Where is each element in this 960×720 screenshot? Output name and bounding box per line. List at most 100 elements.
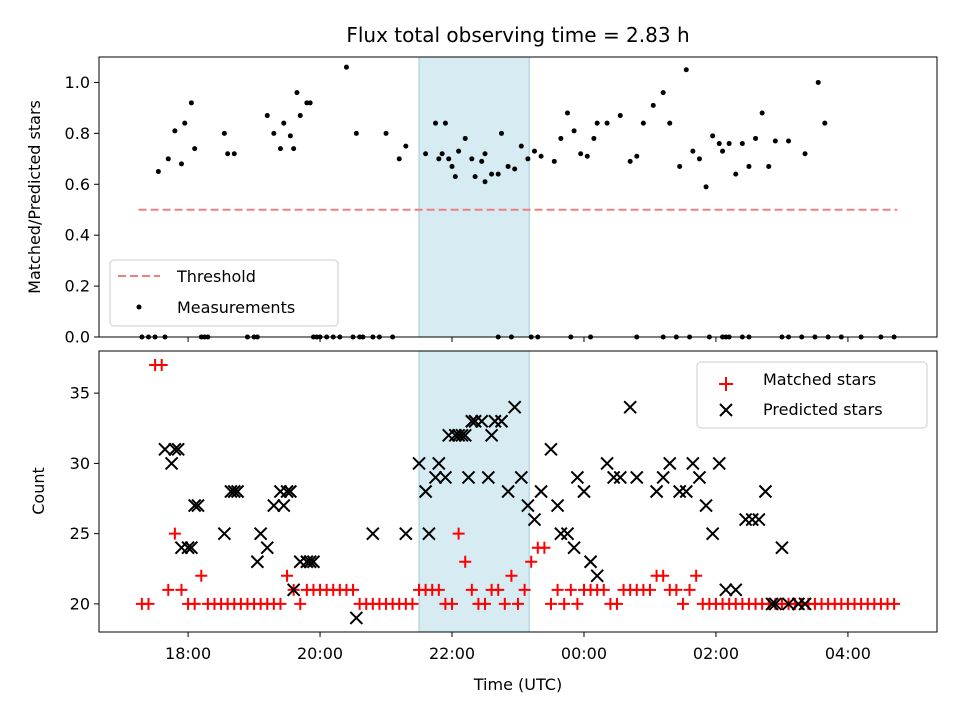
x-tick-label: 00:00 (561, 644, 607, 663)
measurement-point (531, 148, 537, 154)
measurement-point (538, 153, 544, 159)
y-tick-label: 0.0 (65, 328, 90, 347)
legend-measurements-label: Measurements (177, 298, 295, 317)
predicted-star-point (458, 428, 472, 443)
predicted-star-point (613, 470, 627, 485)
measurement-point (564, 110, 570, 116)
shaded-interval (418, 56, 530, 338)
matched-star-point (610, 597, 623, 610)
predicted-star-point (527, 512, 542, 527)
measurement-point (449, 163, 455, 169)
measurement-point (343, 64, 349, 70)
predicted-star-point (428, 470, 443, 485)
measurement-point (505, 163, 511, 169)
matched-star-point (406, 597, 419, 610)
matched-star-point (525, 555, 538, 568)
measurement-point (499, 130, 505, 136)
measurement-point (594, 120, 600, 126)
matched-star-point (294, 597, 307, 610)
measurement-point (472, 174, 478, 180)
measurement-point (482, 179, 488, 185)
measurement-point (815, 79, 821, 85)
measurement-point (172, 128, 178, 134)
measurement-point (396, 156, 402, 162)
predicted-star-point (798, 597, 812, 611)
measurement-point (558, 135, 564, 141)
predicted-star-point (461, 470, 476, 485)
predicted-star-point (590, 569, 604, 583)
measurement-point (512, 166, 518, 172)
measurement-point (759, 110, 765, 116)
predicted-star-point (577, 484, 591, 499)
measurement-point (423, 151, 429, 157)
legend-predicted-label: Predicted stars (763, 400, 883, 419)
measurement-point (178, 161, 184, 167)
measurement-point (802, 151, 808, 157)
matched-star-point (505, 569, 518, 582)
predicted-star-point (260, 540, 274, 555)
matched-star-point (512, 597, 524, 610)
measurement-point (155, 169, 161, 175)
predicted-star-point (570, 470, 585, 485)
predicted-star-point (283, 484, 298, 499)
matched-star-point (274, 597, 287, 610)
predicted-star-point (630, 470, 644, 485)
predicted-star-point (481, 470, 496, 485)
predicted-star-point (184, 540, 199, 555)
top-y-axis-label: Matched/Predicted stars (25, 100, 44, 294)
predicted-star-point (158, 442, 172, 457)
predicted-star-point (465, 414, 479, 428)
measurement-point (495, 171, 501, 177)
y-tick-label: 35 (70, 384, 90, 403)
measurement-point (753, 135, 759, 141)
top-x-ticks (187, 337, 849, 342)
top-legend-box (109, 259, 339, 327)
measurement-point (383, 130, 389, 136)
predicted-star-point (768, 597, 783, 611)
measurement-point (703, 184, 709, 190)
predicted-star-point (349, 611, 364, 625)
x-tick-label: 22:00 (429, 644, 475, 663)
predicted-star-point (494, 414, 509, 428)
top-axes-frame (98, 56, 938, 338)
matched-star-point (446, 597, 459, 610)
predicted-star-point (514, 470, 529, 485)
measurement-point (518, 143, 524, 149)
top-y-ticks: 0.0 0.2 0.4 0.6 0.8 1.0 (65, 73, 99, 347)
measurement-point (462, 135, 468, 141)
measurement-point (591, 135, 597, 141)
predicted-star-point (663, 456, 677, 471)
measurement-point (436, 156, 442, 162)
measurement-point (710, 133, 716, 139)
predicted-star-point (781, 597, 796, 611)
measurement-point (683, 67, 689, 73)
y-tick-label: 0.6 (65, 175, 90, 194)
predicted-star-point (758, 484, 773, 499)
bottom-legend-box (696, 361, 928, 429)
predicted-star-point (550, 498, 565, 513)
measurement-point (307, 100, 313, 106)
measurement-point (660, 90, 666, 96)
matched-star-point (538, 541, 551, 554)
predicted-star-point (656, 470, 670, 485)
legend-matched-swatch (719, 377, 733, 391)
legend-threshold-label: Threshold (176, 267, 256, 286)
predicted-star-point (277, 498, 291, 513)
matched-star-point (888, 597, 901, 610)
x-axis-label: Time (UTC) (473, 675, 562, 694)
matched-star-point (571, 597, 584, 610)
bottom-y-axis-label: Count (29, 467, 48, 515)
measurement-point (733, 171, 739, 177)
legend-predicted-swatch (719, 403, 733, 417)
measurement-point (225, 151, 231, 157)
predicted-star-point (686, 456, 700, 471)
predicted-star-point (484, 428, 499, 443)
matched-star-point (155, 359, 168, 372)
predicted-star-point (729, 583, 743, 597)
measurement-point (584, 153, 590, 159)
measurement-point (720, 148, 726, 154)
matched-star-point (432, 583, 445, 596)
predicted-star-point (600, 456, 614, 471)
measurement-point (551, 158, 557, 164)
y-tick-label: 25 (70, 524, 90, 543)
